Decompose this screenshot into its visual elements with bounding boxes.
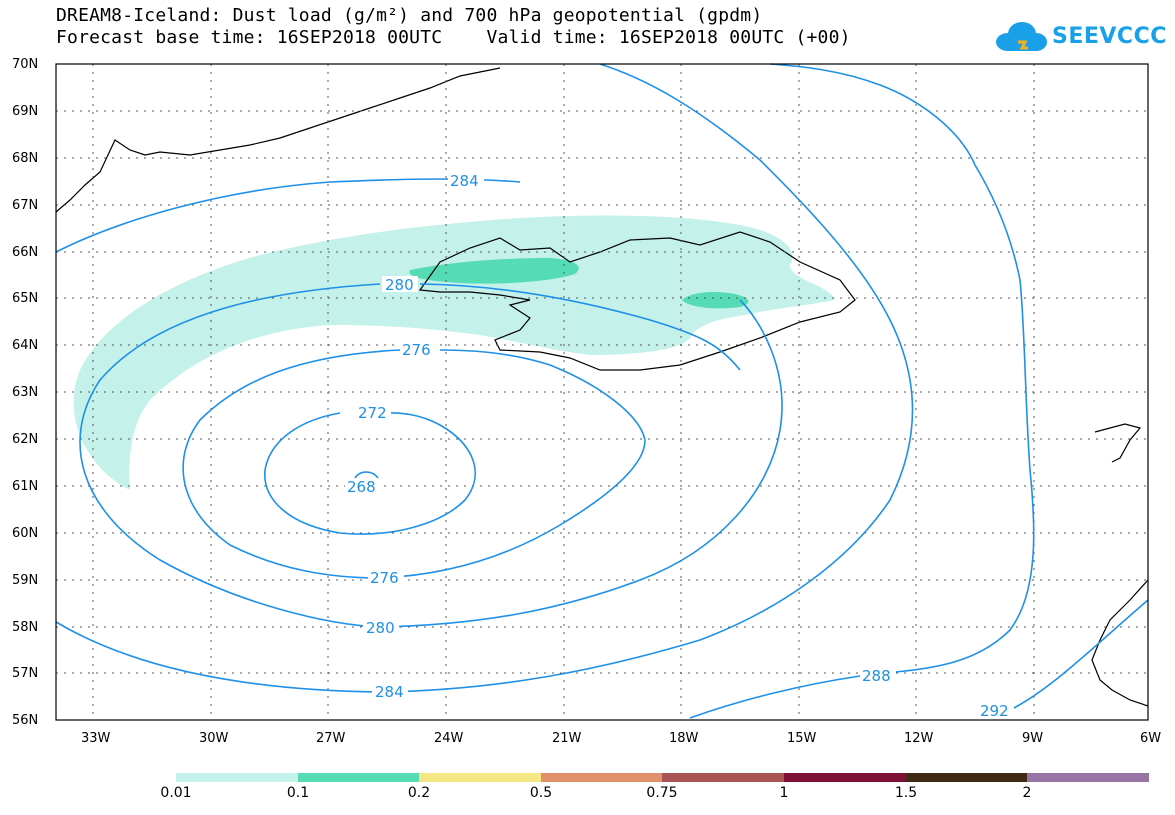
colorbar-swatch (297, 773, 420, 782)
lat-label: 70N (12, 57, 38, 72)
latitude-labels: 70N 69N 68N 67N 66N 65N 64N 63N 62N 61N … (12, 57, 38, 728)
dust-area-mid (682, 292, 749, 309)
colorbar-label: 0.1 (286, 785, 310, 801)
logo-text: SEEVCCC (1052, 24, 1167, 49)
contour-label: 276 (370, 569, 399, 587)
lon-label: 9W (1022, 731, 1043, 746)
lon-label: 30W (199, 731, 229, 746)
lat-label: 65N (12, 291, 38, 306)
lat-label: 66N (12, 245, 38, 260)
contour-label: 284 (450, 172, 479, 190)
contour-label: 284 (375, 683, 404, 701)
colorbar-label: 0.5 (529, 785, 553, 801)
lat-label: 68N (12, 151, 38, 166)
iceland-coastline (418, 231, 856, 371)
lon-label: 21W (552, 731, 582, 746)
scotland-coastline (1091, 579, 1149, 707)
lat-label: 63N (12, 385, 38, 400)
lat-label: 56N (12, 713, 38, 728)
lat-label: 60N (12, 526, 38, 541)
colorbar-label: 2 (1022, 785, 1032, 801)
lat-label: 64N (12, 338, 38, 353)
contour-label: 268 (347, 478, 376, 496)
colorbar-label: 0.01 (160, 785, 192, 801)
lat-label: 67N (12, 198, 38, 213)
contour-288 (689, 63, 1035, 719)
colorbar-swatch (905, 773, 1028, 782)
contour-labels: 284 280 276 272 268 276 280 284 288 292 (345, 172, 1014, 720)
colorbar-swatch (1027, 773, 1149, 782)
greenland-coastline (55, 67, 501, 213)
map-title: DREAM8-Iceland: Dust load (g/m²) and 700… (56, 5, 763, 26)
lon-label: 15W (787, 731, 817, 746)
lon-label: 33W (81, 731, 111, 746)
seevccc-logo: SEEVCCC (992, 18, 1166, 58)
lat-label: 61N (12, 479, 38, 494)
colorbar-swatch (783, 773, 906, 782)
lon-label: 6W (1140, 731, 1161, 746)
dust-area-mid (409, 258, 579, 284)
contour-276 (182, 349, 646, 579)
longitude-labels: 33W 30W 27W 24W 21W 18W 15W 12W 9W 6W (81, 731, 1161, 746)
contour-label: 280 (385, 276, 414, 294)
geopotential-contours (55, 63, 1149, 719)
colorbar-swatch (662, 773, 784, 782)
colorbar-swatch (176, 773, 298, 782)
dust-area-low (73, 215, 835, 490)
contour-label: 276 (402, 341, 431, 359)
contour-272 (264, 411, 476, 535)
lat-label: 58N (12, 620, 38, 635)
lon-label: 18W (669, 731, 699, 746)
cloud-logo-icon (996, 22, 1047, 51)
map-frame (55, 63, 1149, 721)
colorbar-label: 1 (779, 785, 789, 801)
contour-292 (1009, 599, 1149, 711)
lat-label: 69N (12, 104, 38, 119)
contour-label: 280 (366, 619, 395, 637)
contour-280-east (419, 283, 741, 371)
colorbar (176, 773, 1149, 782)
lon-label: 12W (904, 731, 934, 746)
colorbar-swatch (540, 773, 663, 782)
contour-label: 292 (980, 702, 1009, 720)
contour-label: 272 (358, 404, 387, 422)
colorbar-labels: 0.01 0.1 0.2 0.5 0.75 1 1.5 2 (0, 785, 1175, 805)
lat-label: 57N (12, 666, 38, 681)
lon-label: 24W (434, 731, 464, 746)
lon-label: 27W (316, 731, 346, 746)
contour-label: 288 (862, 667, 891, 685)
lat-label: 62N (12, 432, 38, 447)
forecast-time-line: Forecast base time: 16SEP2018 00UTC Vali… (56, 27, 851, 48)
colorbar-label: 1.5 (894, 785, 918, 801)
faroe-islands-coastline (1094, 423, 1142, 463)
lat-label: 59N (12, 573, 38, 588)
colorbar-label: 0.75 (646, 785, 678, 801)
contour-268 (354, 471, 379, 479)
contour-284-south (55, 63, 914, 693)
colorbar-label: 0.2 (407, 785, 431, 801)
colorbar-swatch (419, 773, 541, 782)
